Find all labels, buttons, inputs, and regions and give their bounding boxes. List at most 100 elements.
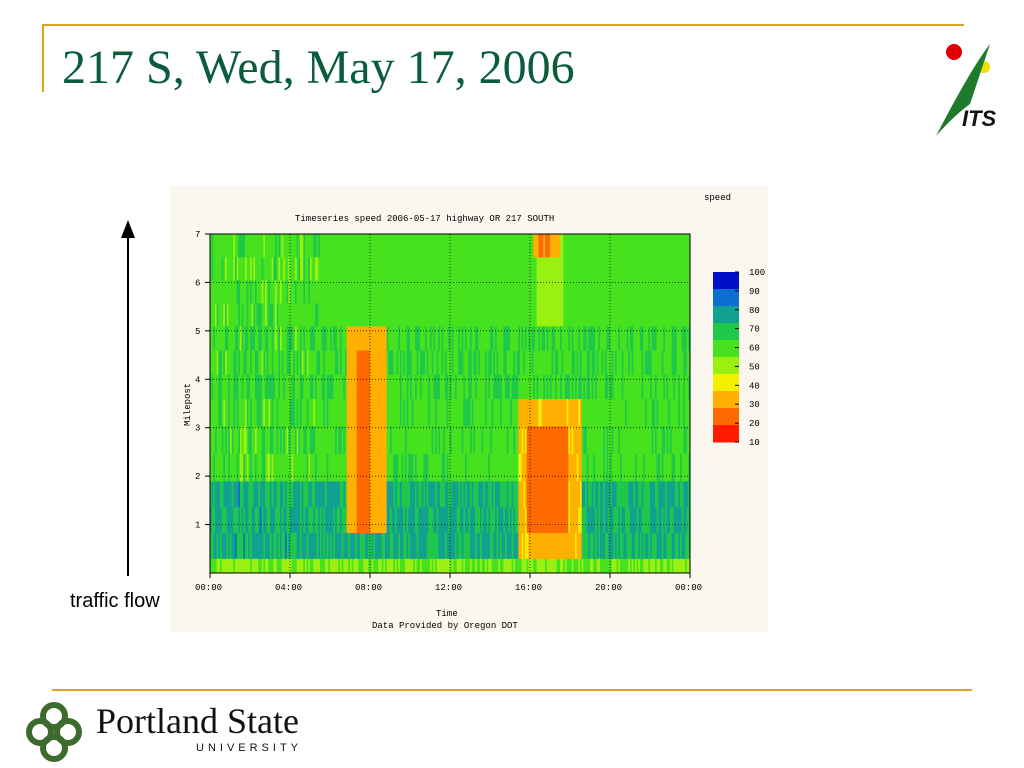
heatmap-cell <box>476 398 479 427</box>
heatmap-cell <box>393 426 396 454</box>
heatmap-cell <box>643 374 646 400</box>
heatmap-cell <box>308 426 311 454</box>
heatmap-cell <box>218 280 221 304</box>
heatmap-cell <box>543 532 546 559</box>
heatmap-cell <box>266 257 269 281</box>
heatmap-cell <box>688 453 691 482</box>
heatmap-cell <box>285 532 288 559</box>
heatmap-cell <box>265 257 268 281</box>
heatmap-cell <box>326 532 329 559</box>
heatmap-cell <box>450 453 453 482</box>
heatmap-cell <box>400 257 403 281</box>
heatmap-cell <box>258 506 261 534</box>
heatmap-cell <box>663 453 666 482</box>
heatmap-cell <box>518 257 521 281</box>
heatmap-cell <box>273 480 276 508</box>
heatmap-cell <box>276 326 279 351</box>
heatmap-cell <box>676 532 679 559</box>
heatmap-cell <box>508 426 511 454</box>
heatmap-cell <box>345 350 348 375</box>
heatmap-cell <box>586 234 589 258</box>
heatmap-cell <box>278 303 281 327</box>
heatmap-cell <box>333 506 336 534</box>
heatmap-cell <box>418 506 421 534</box>
heatmap-cell <box>571 453 574 482</box>
heatmap-cell <box>553 426 556 454</box>
heatmap-cell <box>386 257 389 281</box>
heatmap-cell <box>575 426 578 454</box>
heatmap-cell <box>228 398 231 427</box>
heatmap-cell <box>218 234 221 258</box>
heatmap-cell <box>243 350 246 375</box>
heatmap-cell <box>458 506 461 534</box>
heatmap-cell <box>418 303 421 327</box>
heatmap-cell <box>233 350 236 375</box>
heatmap-cell <box>553 326 556 351</box>
heatmap-cell <box>340 326 343 351</box>
heatmap-cell <box>633 558 636 574</box>
heatmap-cell <box>321 558 324 574</box>
heatmap-cell <box>213 280 216 304</box>
heatmap-cell <box>400 350 403 375</box>
heatmap-cell <box>431 532 434 559</box>
heatmap-cell <box>451 558 454 574</box>
heatmap-cell <box>541 234 544 258</box>
heatmap-cell <box>608 350 611 375</box>
heatmap-cell <box>626 234 629 258</box>
heatmap-cell <box>573 257 576 281</box>
heatmap-cell <box>536 280 539 304</box>
heatmap-cell <box>676 480 679 508</box>
heatmap-cell <box>631 326 634 351</box>
heatmap-cell <box>355 350 358 375</box>
heatmap-cell <box>468 453 471 482</box>
heatmap-cell <box>671 303 674 327</box>
heatmap-cell <box>466 303 469 327</box>
heatmap-cell <box>343 506 346 534</box>
heatmap-cell <box>410 374 413 400</box>
heatmap-cell <box>621 532 624 559</box>
heatmap-cell <box>555 532 558 559</box>
heatmap-cell <box>251 426 254 454</box>
heatmap-cell <box>530 326 533 351</box>
heatmap-cell <box>276 506 279 534</box>
heatmap-cell <box>655 303 658 327</box>
heatmap-cell <box>580 480 583 508</box>
heatmap-cell <box>325 426 328 454</box>
heatmap-cell <box>365 558 368 574</box>
heatmap-cell <box>526 303 529 327</box>
heatmap-cell <box>530 350 533 375</box>
heatmap-cell <box>485 558 488 574</box>
heatmap-cell <box>283 558 286 574</box>
heatmap-cell <box>453 326 456 351</box>
heatmap-cell <box>493 303 496 327</box>
heatmap-cell <box>488 506 491 534</box>
heatmap-cell <box>325 234 328 258</box>
heatmap-cell <box>570 350 573 375</box>
heatmap-cell <box>631 453 634 482</box>
heatmap-cell <box>656 374 659 400</box>
heatmap-cell <box>560 532 563 559</box>
heatmap-cell <box>618 532 621 559</box>
heatmap-cell <box>293 480 296 508</box>
heatmap-cell <box>393 303 396 327</box>
heatmap-cell <box>386 326 389 351</box>
heatmap-cell <box>570 303 573 327</box>
heatmap-cell <box>286 480 289 508</box>
heatmap-cell <box>453 280 456 304</box>
heatmap-cell <box>610 506 613 534</box>
heatmap-cell <box>420 398 423 427</box>
heatmap-cell <box>366 426 369 454</box>
heatmap-cell <box>476 532 479 559</box>
heatmap-cell <box>441 506 444 534</box>
heatmap-cell <box>306 398 309 427</box>
heatmap-cell <box>378 453 381 482</box>
heatmap-cell <box>668 480 671 508</box>
heatmap-cell <box>296 532 299 559</box>
heatmap-cell <box>435 453 438 482</box>
heatmap-cell <box>505 350 508 375</box>
heatmap-cell <box>433 374 436 400</box>
heatmap-cell <box>635 453 638 482</box>
heatmap-cell <box>260 303 263 327</box>
heatmap-cell <box>440 558 443 574</box>
heatmap-cell <box>266 453 269 482</box>
